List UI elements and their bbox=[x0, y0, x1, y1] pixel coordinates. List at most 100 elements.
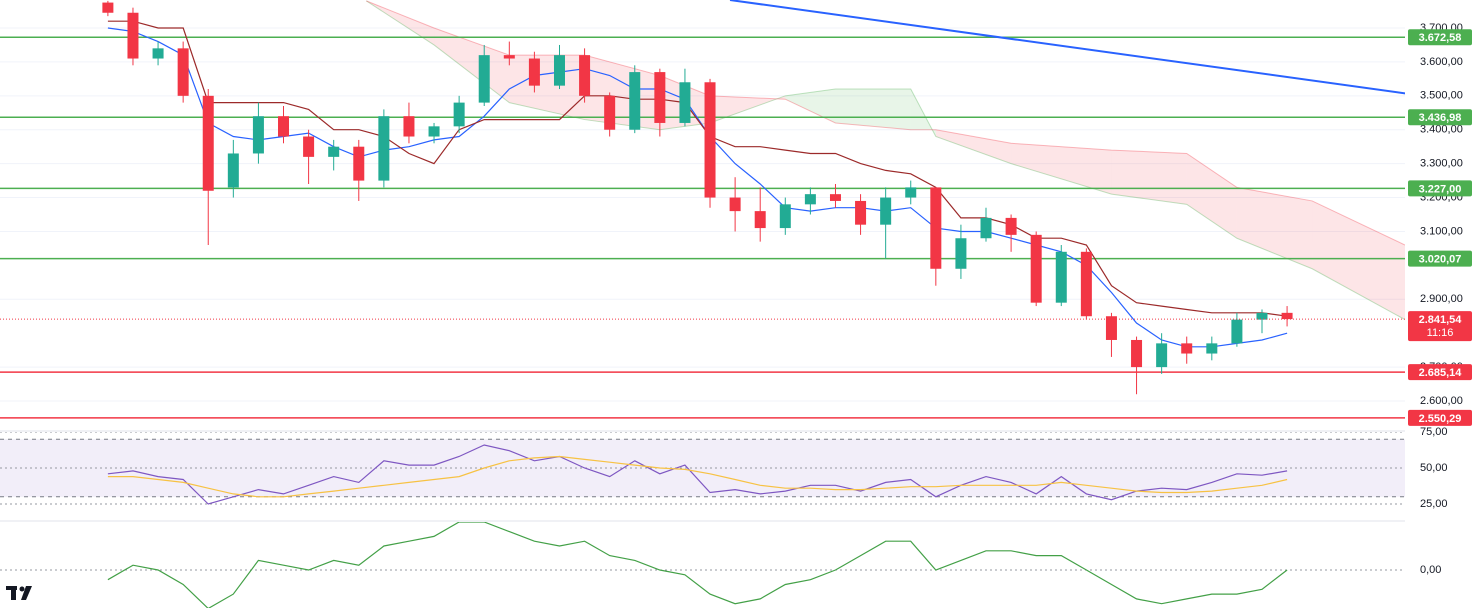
candle-body bbox=[1055, 251, 1067, 303]
level-label: 2.550,29 bbox=[1419, 413, 1462, 425]
candle-body bbox=[1030, 234, 1042, 303]
candle-body bbox=[227, 153, 239, 188]
cloud-segment bbox=[366, 0, 435, 45]
y-tick-label: 50,00 bbox=[1420, 462, 1448, 474]
cloud-segment bbox=[785, 89, 836, 123]
candle-body bbox=[102, 2, 114, 13]
y-tick-label: 3.400,00 bbox=[1420, 124, 1463, 136]
candle-body bbox=[829, 194, 841, 201]
logo bbox=[6, 586, 32, 600]
candle-body bbox=[328, 146, 340, 157]
candle-body bbox=[1131, 339, 1143, 368]
candle-body bbox=[1206, 343, 1218, 354]
level-label-box bbox=[1408, 180, 1472, 197]
cloud-segment bbox=[710, 95, 786, 123]
candle-body bbox=[880, 197, 892, 225]
cloud-segment bbox=[434, 28, 510, 103]
candle-body bbox=[127, 12, 139, 59]
candle-body bbox=[955, 238, 967, 269]
candle-body bbox=[553, 55, 565, 86]
price-axis: 3.700,003.600,003.500,003.400,003.300,00… bbox=[1405, 0, 1475, 608]
candle-body bbox=[905, 187, 917, 198]
countdown: 11:16 bbox=[1427, 327, 1454, 339]
y-tick-label: 3.300,00 bbox=[1420, 158, 1463, 170]
candle-body bbox=[278, 116, 290, 137]
level-label: 3.436,98 bbox=[1419, 112, 1462, 124]
indicator-line bbox=[107, 455, 1288, 498]
candle-body bbox=[1105, 316, 1117, 340]
candle-body bbox=[729, 197, 741, 212]
candle-body bbox=[855, 200, 867, 225]
level-label-box bbox=[1408, 364, 1472, 381]
y-tick-label: 75,00 bbox=[1420, 426, 1448, 438]
candle-body bbox=[503, 55, 515, 59]
candle-body bbox=[428, 126, 440, 137]
candle-body bbox=[303, 136, 315, 157]
level-label-box bbox=[1408, 250, 1472, 267]
cloud-segment bbox=[910, 89, 936, 137]
level-label: 3.020,07 bbox=[1419, 253, 1462, 265]
y-tick-label: 3.100,00 bbox=[1420, 225, 1463, 237]
candle-body bbox=[1281, 312, 1293, 320]
candle-body bbox=[679, 82, 691, 123]
candle-body bbox=[403, 116, 415, 137]
candle-body bbox=[1005, 217, 1017, 235]
pane bbox=[0, 522, 1405, 608]
current-price-label: 2.841,54 bbox=[1419, 314, 1463, 326]
candle-body bbox=[804, 194, 816, 205]
y-tick-label: 3.600,00 bbox=[1420, 56, 1463, 68]
cloud-segment bbox=[1312, 200, 1405, 320]
level-label: 2.685,14 bbox=[1419, 367, 1463, 379]
current-price-box bbox=[1408, 311, 1472, 342]
candle-body bbox=[1181, 343, 1193, 354]
candle-body bbox=[177, 48, 189, 96]
level-label-box bbox=[1408, 109, 1472, 126]
candle-body bbox=[152, 48, 164, 59]
axis-background bbox=[1405, 0, 1475, 608]
y-tick-label: 3.500,00 bbox=[1420, 90, 1463, 102]
candle-body bbox=[1080, 251, 1092, 317]
candle-body bbox=[1231, 319, 1243, 344]
level-label-box bbox=[1408, 29, 1472, 46]
candle-body bbox=[980, 217, 992, 239]
candle-body bbox=[654, 72, 666, 123]
cloud-segment bbox=[935, 129, 1012, 164]
level-label: 3.672,58 bbox=[1419, 32, 1462, 44]
cloud-segment bbox=[1011, 143, 1112, 195]
candle-body bbox=[1256, 312, 1268, 320]
candle-body bbox=[252, 116, 264, 154]
cloud-segment bbox=[1111, 150, 1187, 205]
candle-body bbox=[1156, 343, 1168, 368]
cloud-span bbox=[366, 0, 1405, 321]
candle-body bbox=[478, 55, 490, 103]
candle-body bbox=[604, 95, 616, 130]
cloud-segment bbox=[1186, 153, 1237, 239]
y-tick-label: 2.900,00 bbox=[1420, 293, 1463, 305]
candle-body bbox=[779, 204, 791, 229]
cloud-segment bbox=[1236, 187, 1313, 269]
candle-body bbox=[202, 95, 214, 191]
y-tick-label: 0,00 bbox=[1420, 564, 1441, 576]
pane bbox=[0, 432, 1405, 505]
y-tick-label: 2.600,00 bbox=[1420, 395, 1463, 407]
indicator-line bbox=[107, 522, 1288, 608]
candle-body bbox=[453, 102, 465, 127]
trend-line bbox=[729, 0, 1405, 95]
cloud-span bbox=[366, 0, 1405, 246]
indicator-line bbox=[107, 444, 1288, 505]
indicator-line bbox=[107, 20, 1288, 317]
candle-body bbox=[528, 58, 540, 86]
candle-body bbox=[930, 187, 942, 269]
cloud-segment bbox=[835, 89, 911, 130]
candle-body bbox=[629, 72, 641, 130]
candle-body bbox=[378, 116, 390, 181]
y-tick-label: 25,00 bbox=[1420, 498, 1448, 510]
candle-body bbox=[704, 82, 716, 198]
level-label: 3.227,00 bbox=[1419, 183, 1462, 195]
pane bbox=[0, 0, 1405, 419]
level-label-box bbox=[1408, 409, 1472, 426]
